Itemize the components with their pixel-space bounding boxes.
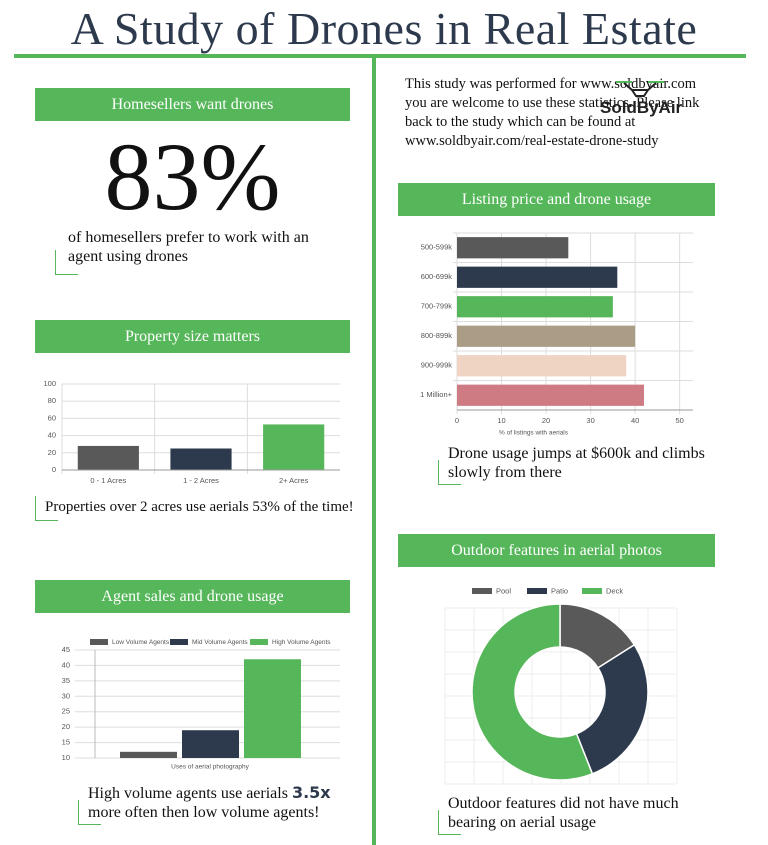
legend-swatch xyxy=(170,639,188,645)
section-header: Property size matters xyxy=(35,320,350,353)
y-tick-label: 600-699k xyxy=(421,272,453,281)
caption-part: more often then low volume agents! xyxy=(88,804,320,821)
bracket xyxy=(438,810,461,835)
x-axis-label: Uses of aerial photography xyxy=(171,764,249,771)
stat-caption: of homesellers prefer to work with an ag… xyxy=(68,229,309,265)
section-header: Homesellers want drones xyxy=(35,88,350,121)
y-tick-label: 35 xyxy=(62,676,70,685)
bar xyxy=(457,325,636,347)
chart-caption: Drone usage jumps at $600k and climbs sl… xyxy=(448,445,705,481)
x-axis-label: % of listings with aerials xyxy=(499,430,569,437)
y-tick-label: 45 xyxy=(62,645,70,654)
y-tick-label: 40 xyxy=(62,660,70,669)
legend-swatch xyxy=(582,588,602,594)
y-tick-label: 40 xyxy=(48,431,56,440)
y-tick-label: 0 xyxy=(52,465,56,474)
donut-slice xyxy=(471,603,594,781)
legend-label: Patio xyxy=(551,586,568,595)
bar xyxy=(457,237,569,259)
y-tick-label: 900-999k xyxy=(421,361,453,370)
bar xyxy=(457,296,613,318)
section-header: Outdoor features in aerial photos xyxy=(398,534,715,567)
legend-swatch xyxy=(472,588,492,594)
y-tick-label: 800-899k xyxy=(421,331,453,340)
y-tick-label: 500-599k xyxy=(421,243,453,252)
bar xyxy=(120,751,177,758)
bar xyxy=(77,445,139,470)
y-tick-label: 30 xyxy=(62,691,70,700)
big-stat: 83% xyxy=(104,123,281,230)
section-header: Listing price and drone usage xyxy=(398,183,715,216)
caption-part: High volume agents use aerials xyxy=(88,785,288,802)
bar xyxy=(263,424,325,470)
caption-emphasis: 3.5x xyxy=(291,783,331,802)
legend-swatch xyxy=(527,588,547,594)
donut-slice xyxy=(575,643,649,775)
x-tick-label: 40 xyxy=(631,416,639,425)
section-header: Agent sales and drone usage xyxy=(35,580,350,613)
y-tick-label: 20 xyxy=(62,722,70,731)
column-divider xyxy=(372,58,376,845)
y-tick-label: 60 xyxy=(48,413,56,422)
bar xyxy=(457,384,645,406)
y-tick-label: 20 xyxy=(48,448,56,457)
y-tick-label: 10 xyxy=(62,753,70,762)
legend-label: High Volume Agents xyxy=(272,639,331,646)
x-tick-label: 2+ Acres xyxy=(279,476,309,485)
y-tick-label: 100 xyxy=(43,379,56,388)
logo-drone xyxy=(616,81,664,97)
title-rule xyxy=(14,54,746,58)
x-tick-label: 0 - 1 Acres xyxy=(90,476,126,485)
bar xyxy=(457,355,627,377)
bar xyxy=(244,659,301,758)
chart-caption: High volume agents use aerials 3.5x more… xyxy=(88,783,358,822)
x-tick-label: 50 xyxy=(675,416,683,425)
x-tick-label: 1 - 2 Acres xyxy=(183,476,219,485)
logo-text: SoldByAir xyxy=(600,98,683,117)
bracket xyxy=(55,250,78,275)
legend-swatch xyxy=(250,639,268,645)
y-tick-label: 1 Million+ xyxy=(420,390,453,399)
legend-swatch xyxy=(90,639,108,645)
y-tick-label: 15 xyxy=(62,738,70,747)
bar xyxy=(457,266,618,288)
bracket xyxy=(35,496,58,521)
x-tick-label: 20 xyxy=(542,416,550,425)
chart-caption: Properties over 2 acres use aerials 53% … xyxy=(45,499,354,515)
legend-label: Pool xyxy=(496,586,511,595)
bar xyxy=(182,730,239,758)
x-tick-label: 0 xyxy=(455,416,459,425)
y-tick-label: 700-799k xyxy=(421,302,453,311)
main-title: A Study of Drones in Real Estate xyxy=(70,3,698,54)
x-tick-label: 30 xyxy=(586,416,594,425)
legend-label: Mid Volume Agents xyxy=(192,639,248,646)
bracket xyxy=(438,460,461,485)
bar xyxy=(170,448,232,470)
legend-label: Low Volume Agents xyxy=(112,639,170,646)
y-tick-label: 80 xyxy=(48,396,56,405)
bracket xyxy=(78,800,101,825)
intro-text: This study was performed for www.soldbya… xyxy=(405,76,700,149)
chart-caption: Outdoor features did not have much beari… xyxy=(448,795,679,831)
legend-label: Deck xyxy=(606,586,623,595)
x-tick-label: 10 xyxy=(497,416,505,425)
y-tick-label: 25 xyxy=(62,707,70,716)
